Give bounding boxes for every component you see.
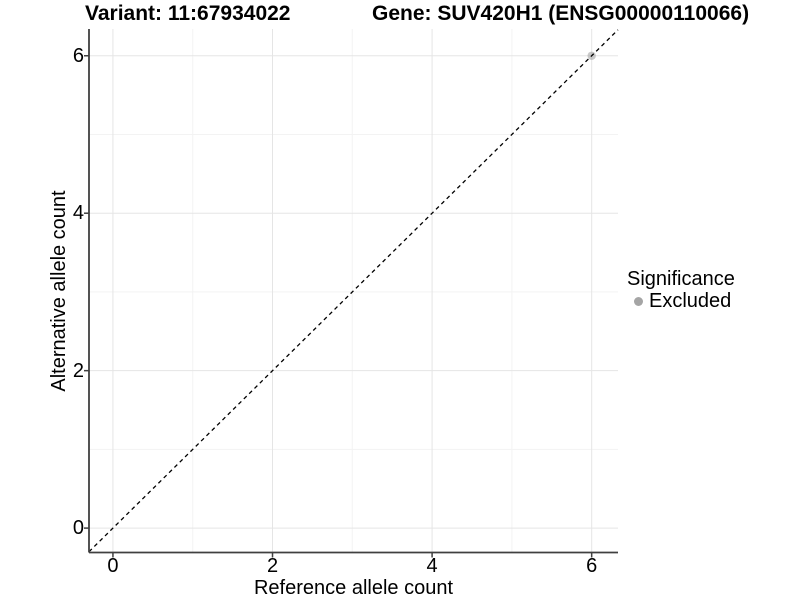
legend-entry-label: Excluded [649, 290, 732, 312]
identity-dashed-line [88, 29, 619, 553]
legend-point-swatch-icon [634, 296, 643, 306]
legend: Significance Excluded [627, 268, 735, 312]
x-tick-label: 2 [266, 555, 279, 577]
x-tick-label: 0 [107, 555, 119, 577]
x-tick-label: 4 [426, 555, 438, 577]
plot-title-gene: Gene: SUV420H1 (ENSG00000110066) [372, 2, 750, 25]
y-tick-label: 0 [72, 517, 84, 540]
y-tick-label: 4 [72, 202, 84, 225]
x-axis-title: Reference allele count [253, 577, 453, 599]
x-tick-label: 6 [586, 555, 598, 577]
y-tick-label: 2 [72, 359, 84, 382]
legend-entry: Excluded [627, 290, 735, 312]
plot-title-variant: Variant: 11:67934022 [85, 2, 291, 25]
y-tick-label: 6 [72, 44, 84, 67]
legend-title: Significance [627, 268, 735, 290]
